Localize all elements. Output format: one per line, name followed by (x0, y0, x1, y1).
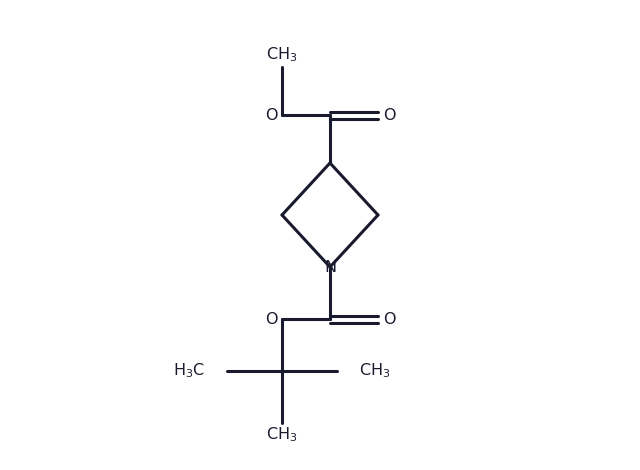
Text: N: N (324, 260, 336, 275)
Text: O: O (265, 312, 277, 327)
Text: H$_3$C: H$_3$C (173, 361, 205, 380)
Text: CH$_3$: CH$_3$ (266, 426, 298, 444)
Text: O: O (265, 108, 277, 123)
Text: CH$_3$: CH$_3$ (359, 361, 390, 380)
Text: CH$_3$: CH$_3$ (266, 46, 298, 64)
Text: O: O (383, 108, 396, 123)
Text: O: O (383, 312, 396, 327)
